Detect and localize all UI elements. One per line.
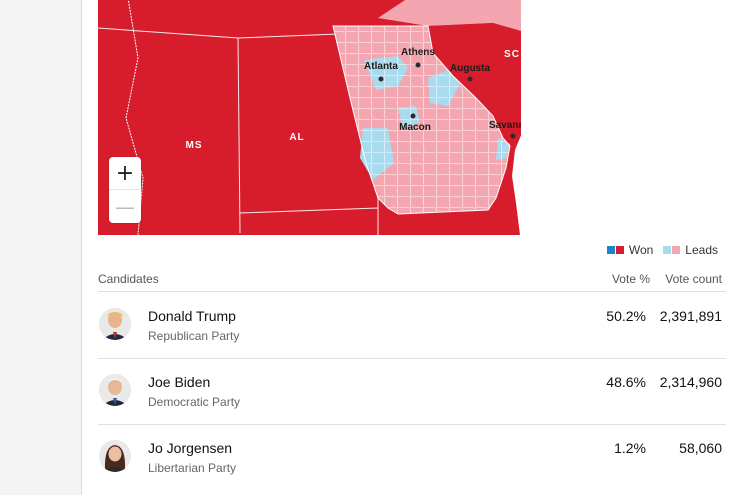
candidate-vote-count: 2,391,891	[659, 308, 722, 324]
state-label-ms: MS	[186, 140, 203, 151]
candidate-party: Democratic Party	[148, 395, 241, 409]
candidate-vote-pct: 48.6%	[606, 374, 646, 390]
city-marker-atlanta	[378, 76, 384, 82]
legend-rep-won-swatch	[615, 246, 624, 254]
avatar-biden	[99, 374, 131, 406]
candidate-row-jorgensen[interactable]: Jo Jorgensen Libertarian Party 1.2% 58,0…	[98, 424, 726, 490]
zoom-in-button[interactable]: +	[109, 157, 141, 190]
header-vote-count: Vote count	[665, 272, 722, 286]
avatar-trump	[99, 308, 131, 340]
state-label-al: AL	[289, 132, 304, 143]
results-table-header: Candidates Vote % Vote count	[98, 266, 726, 292]
candidate-row-trump[interactable]: Donald Trump Republican Party 50.2% 2,39…	[98, 292, 726, 359]
candidate-party: Libertarian Party	[148, 461, 237, 475]
candidate-vote-pct: 50.2%	[606, 308, 646, 324]
city-label-macon: Macon	[399, 122, 431, 133]
candidate-name: Donald Trump	[148, 308, 236, 324]
city-label-atlanta: Atlanta	[364, 61, 398, 72]
results-map[interactable]: MS AL SC Athens Atlanta Augusta Macon Sa…	[98, 0, 521, 235]
avatar-jorgensen	[99, 440, 131, 472]
legend-rep-leads-swatch	[672, 246, 681, 254]
candidate-name: Joe Biden	[148, 374, 211, 390]
city-label-savannah: Savannah	[489, 120, 521, 131]
city-marker-savannah	[510, 133, 516, 139]
city-label-augusta: Augusta	[450, 63, 490, 74]
header-candidates: Candidates	[98, 272, 159, 286]
candidate-name: Jo Jorgensen	[148, 440, 233, 456]
map-svg[interactable]: MS AL SC Athens Atlanta Augusta Macon Sa…	[98, 0, 521, 235]
candidate-vote-count: 2,314,960	[659, 374, 722, 390]
candidate-party: Republican Party	[148, 329, 240, 343]
state-ga[interactable]	[332, 25, 511, 215]
city-marker-macon	[410, 113, 416, 119]
zoom-control: + —	[109, 157, 141, 223]
legend-dem-won-swatch	[606, 246, 615, 254]
city-marker-augusta	[467, 76, 473, 82]
city-marker-athens	[415, 62, 421, 68]
city-label-athens: Athens	[401, 47, 435, 58]
legend-won-label: Won	[628, 243, 654, 257]
candidate-row-biden[interactable]: Joe Biden Democratic Party 48.6% 2,314,9…	[98, 358, 726, 425]
zoom-out-button[interactable]: —	[109, 190, 141, 223]
results-card: MS AL SC Athens Atlanta Augusta Macon Sa…	[81, 0, 736, 495]
ocean	[512, 0, 521, 235]
state-sc[interactable]	[428, 23, 521, 138]
legend-leads-label: Leads	[685, 243, 718, 257]
header-vote-pct: Vote %	[611, 272, 650, 286]
candidate-vote-count: 58,060	[679, 440, 722, 456]
map-legend: Won Leads	[606, 243, 718, 257]
nc-leads-area	[378, 0, 521, 31]
state-label-sc: SC	[504, 49, 520, 60]
legend-dem-leads-swatch	[663, 246, 672, 254]
candidate-vote-pct: 1.2%	[614, 440, 646, 456]
